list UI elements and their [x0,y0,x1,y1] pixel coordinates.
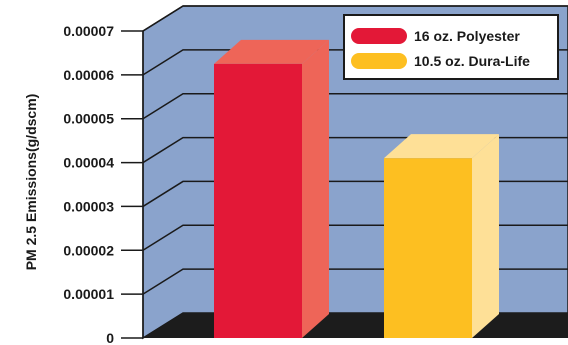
y-tick-label: 0.00002 [63,242,114,258]
legend-label: 10.5 oz. Dura-Life [414,53,530,69]
bar-top [384,134,499,159]
bar-top [214,39,329,64]
y-tick-label: 0.00001 [63,286,114,302]
legend-swatch [351,53,407,69]
bar-front [214,63,302,339]
floor-panel [143,313,568,338]
y-tick-label: 0.00006 [63,67,114,83]
bar-front [384,158,472,338]
bars [214,39,499,339]
gridline [142,92,568,120]
y-tick-label: 0.00003 [63,198,114,214]
legend: 16 oz. Polyester 10.5 oz. Dura-Life [343,14,559,80]
legend-label: 16 oz. Polyester [414,28,520,44]
y-axis-label: PM 2.5 Emissions(g/dscm) [23,94,39,271]
y-axis [121,30,144,339]
y-tick-label: 0.00007 [63,23,114,39]
y-tick-label: 0.00005 [63,111,114,127]
chart-floor [143,313,568,338]
bar-1 [214,39,329,339]
bar-side [472,134,499,338]
y-tick-labels: 0 0.00001 0.00002 0.00003 0.00004 0.00005 0.00… [63,23,114,345]
legend-box [343,14,559,80]
legend-swatch [351,28,407,44]
bar-2 [384,134,499,338]
y-tick-label: 0 [106,330,114,345]
bar-side [302,39,329,339]
y-tick-label: 0.00004 [63,155,114,171]
gridline [142,5,568,32]
